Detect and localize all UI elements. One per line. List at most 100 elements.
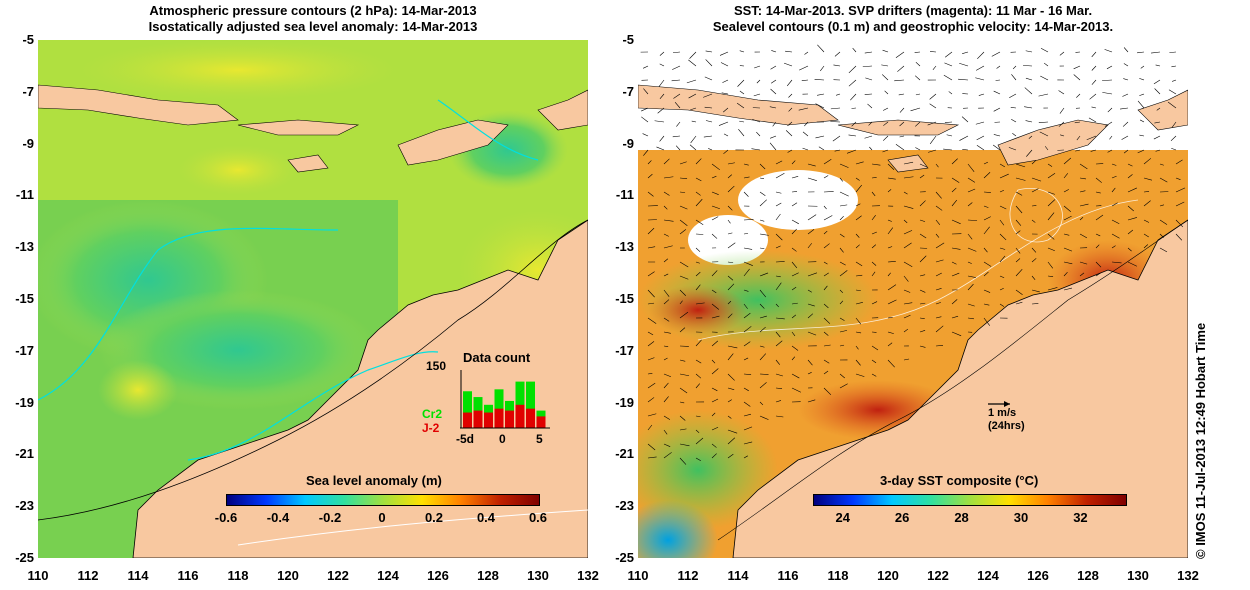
velocity-arrow [1063, 261, 1073, 265]
velocity-arrow [1012, 65, 1017, 70]
velocity-arrow [881, 74, 889, 81]
velocity-arrow [855, 244, 860, 249]
velocity-arrow [1015, 230, 1021, 235]
velocity-arrow [976, 145, 985, 151]
sst-island-northeast [1137, 89, 1188, 131]
velocity-arrow [658, 79, 665, 88]
left-x-tick-label: 130 [527, 568, 549, 583]
velocity-arrow [672, 51, 681, 54]
sst-colorbar-tick-label: 30 [1013, 510, 1029, 525]
velocity-arrow [1031, 275, 1036, 281]
velocity-arrow [983, 161, 989, 165]
velocity-arrow [695, 219, 704, 225]
velocity-arrow [659, 135, 665, 142]
velocity-arrow [663, 273, 669, 277]
velocity-arrow [1079, 233, 1088, 239]
velocity-arrow [951, 187, 957, 193]
velocity-arrow [686, 79, 697, 84]
velocity-arrow [1024, 87, 1033, 95]
sla-high-north [78, 40, 398, 100]
velocity-arrow [919, 274, 926, 277]
velocity-arrow [647, 173, 653, 179]
inset-series-label-j2: J-2 [422, 421, 440, 435]
velocity-arrow [1025, 77, 1033, 81]
sst-map[interactable]: 1 m/s (24hrs) 3-day SST composite (°C) 2… [638, 40, 1188, 558]
velocity-arrow [887, 331, 894, 334]
velocity-arrow [804, 51, 809, 55]
velocity-arrow [1123, 47, 1129, 53]
left-x-tick-label: 122 [327, 568, 349, 583]
velocity-arrow [791, 175, 799, 179]
sla-high-central [178, 145, 298, 195]
velocity-arrow [1011, 74, 1017, 81]
velocity-arrow [769, 106, 777, 109]
left-x-tick-label: 114 [127, 568, 149, 583]
velocity-arrow [1090, 149, 1097, 152]
velocity-arrow [1127, 261, 1138, 267]
velocity-arrow [679, 443, 690, 447]
velocity-arrow [855, 331, 862, 334]
velocity-arrow [983, 216, 991, 221]
velocity-arrow [871, 231, 877, 235]
velocity-arrow [1038, 121, 1049, 123]
velocity-arrow [1044, 146, 1049, 151]
velocity-arrow [871, 271, 876, 277]
velocity-arrow [743, 373, 752, 375]
velocity-arrow [899, 135, 905, 138]
velocity-arrow [727, 219, 731, 224]
velocity-arrow [1137, 100, 1145, 109]
sea-level-anomaly-map[interactable]: Data count 150 Cr2 J-2 -5d 0 5 Sea level… [38, 40, 588, 558]
velocity-arrow [839, 383, 848, 389]
velocity-arrow [1095, 191, 1101, 194]
velocity-arrow [727, 275, 734, 281]
velocity-arrow [663, 357, 668, 361]
velocity-arrow [1139, 93, 1145, 96]
velocity-arrow [1015, 268, 1023, 277]
velocity-arrow [753, 93, 761, 97]
velocity-arrow [688, 93, 697, 99]
velocity-arrow [855, 233, 860, 238]
velocity-arrow [935, 219, 941, 226]
velocity-arrow [903, 219, 908, 224]
right-y-tick-label: -19 [615, 394, 634, 410]
left-x-tick-label: 132 [577, 568, 599, 583]
velocity-arrow [903, 261, 913, 267]
velocity-arrow [1169, 51, 1177, 53]
velocity-arrow [975, 77, 985, 81]
velocity-arrow [663, 299, 670, 305]
velocity-arrow [647, 227, 655, 235]
velocity-arrow [1095, 214, 1104, 221]
velocity-arrow [791, 314, 797, 319]
velocity-arrow [959, 135, 969, 141]
velocity-arrow [1143, 191, 1150, 193]
right-x-tick-label: 110 [627, 568, 649, 583]
velocity-arrow [962, 149, 969, 151]
velocity-arrow [759, 163, 766, 170]
velocity-arrow [903, 205, 914, 209]
velocity-arrow [659, 63, 665, 67]
left-y-tick-label: -11 [15, 187, 34, 203]
velocity-arrow [743, 233, 749, 235]
velocity-arrow [850, 93, 857, 101]
right-y-tick-label: -17 [615, 342, 634, 358]
velocity-arrow [752, 118, 761, 123]
velocity-arrow [855, 317, 862, 325]
right-x-tick-label: 126 [1027, 568, 1049, 583]
velocity-arrow [727, 345, 738, 349]
velocity-arrow [727, 242, 736, 249]
velocity-arrow [898, 93, 905, 96]
velocity-arrow [851, 121, 857, 127]
velocity-arrow [967, 247, 977, 252]
velocity-arrow [1047, 212, 1055, 221]
velocity-arrow [1123, 78, 1129, 81]
right-y-tick-label: -21 [615, 446, 634, 462]
velocity-arrow [798, 107, 809, 111]
velocity-arrow [999, 219, 1005, 226]
velocity-arrow [791, 202, 798, 207]
velocity-arrow [1058, 121, 1065, 127]
velocity-arrow [679, 359, 686, 362]
velocity-arrow [839, 247, 844, 253]
velocity-arrow [895, 144, 905, 151]
velocity-arrow [1111, 261, 1122, 264]
velocity-arrow [1079, 177, 1087, 180]
